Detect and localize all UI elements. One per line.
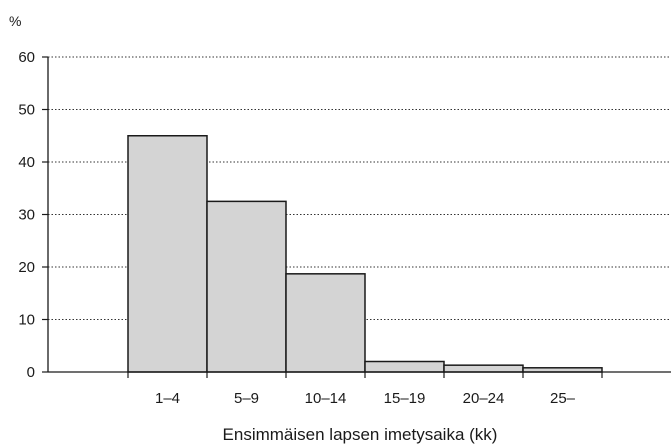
x-tick-label: 5–9	[234, 390, 259, 407]
y-axis-unit-label: %	[9, 13, 21, 29]
bar-2	[206, 200, 287, 373]
x-tick-label: 10–14	[305, 390, 347, 407]
x-tick-label: 15–19	[384, 390, 426, 407]
y-tick-label: 0	[27, 364, 35, 381]
gridlines	[48, 56, 671, 320]
x-tick-label: 1–4	[155, 390, 180, 407]
y-tick-label: 40	[18, 154, 35, 171]
y-tick-label: 10	[18, 312, 35, 329]
y-tick-label: 60	[18, 49, 35, 66]
x-axis: 1–4 5–9 10–14 15–19 20–24 25–	[48, 371, 671, 407]
x-axis-title: Ensimmäisen lapsen imetysaika (kk)	[223, 425, 498, 444]
bar-5	[443, 364, 524, 373]
y-tick-label: 20	[18, 259, 35, 276]
y-tick-label: 50	[18, 102, 35, 119]
bar-1	[127, 135, 208, 373]
bar-3	[285, 273, 366, 373]
y-axis: 0 10 20 30 40 50 60	[18, 49, 49, 381]
bar-4	[364, 360, 445, 373]
x-tick-label: 20–24	[463, 390, 505, 407]
bars	[127, 135, 603, 373]
x-tick-label: 25–	[550, 390, 576, 407]
y-tick-label: 30	[18, 207, 35, 224]
